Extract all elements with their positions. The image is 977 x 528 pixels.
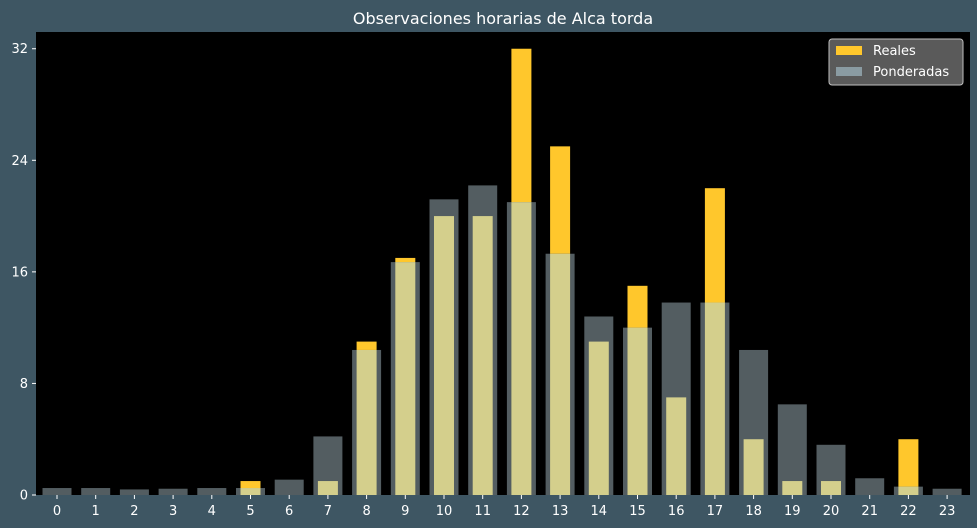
x-tick-label-8: 8 <box>362 504 370 519</box>
x-tick-label-0: 0 <box>53 504 61 519</box>
bar-reales-overlap-13 <box>550 253 571 495</box>
bars-layer <box>42 48 962 495</box>
legend-swatch-ponderadas <box>836 67 862 76</box>
x-tick-label-5: 5 <box>246 504 254 519</box>
bar-reales-12 <box>511 48 532 203</box>
x-tick-label-2: 2 <box>130 504 138 519</box>
bar-reales-14 <box>588 341 609 495</box>
plot-area <box>36 32 970 495</box>
x-tick-label-7: 7 <box>324 504 332 519</box>
bar-reales-8 <box>356 341 377 350</box>
legend-label-reales: Reales <box>873 44 916 59</box>
bar-ponderadas-1 <box>81 488 111 495</box>
bar-ponderadas-2 <box>119 489 149 495</box>
x-tick-label-9: 9 <box>401 504 409 519</box>
x-tick-label-12: 12 <box>513 504 530 519</box>
bar-ponderadas-6 <box>274 479 304 495</box>
bar-reales-overlap-17 <box>704 302 725 495</box>
legend-swatch-reales <box>836 46 862 55</box>
bar-reales-overlap-15 <box>627 327 648 495</box>
x-tick-label-20: 20 <box>823 504 840 519</box>
bar-reales-10 <box>434 216 454 495</box>
bar-reales-7 <box>317 481 338 495</box>
bar-reales-11 <box>472 216 493 495</box>
y-tick-label-8: 8 <box>20 377 28 392</box>
bar-reales-5 <box>240 481 261 489</box>
bar-reales-22 <box>898 439 919 487</box>
x-tick-label-1: 1 <box>92 504 100 519</box>
bar-ponderadas-4 <box>197 488 227 495</box>
x-tick-label-3: 3 <box>169 504 177 519</box>
chart-title: Observaciones horarias de Alca torda <box>353 9 653 28</box>
y-tick-label-16: 16 <box>11 265 28 280</box>
x-tick-label-10: 10 <box>436 504 453 519</box>
bar-reales-17 <box>704 188 725 303</box>
bar-reales-overlap-12 <box>511 202 532 495</box>
y-tick-label-0: 0 <box>20 489 28 504</box>
y-tick-label-32: 32 <box>11 42 28 57</box>
x-tick-label-17: 17 <box>707 504 724 519</box>
bar-ponderadas-23 <box>932 488 962 495</box>
bar-reales-13 <box>550 146 571 254</box>
bar-ponderadas-19 <box>777 404 807 495</box>
x-tick-label-14: 14 <box>591 504 608 519</box>
legend-label-ponderadas: Ponderadas <box>873 65 949 80</box>
bar-reales-overlap-22 <box>898 486 919 495</box>
x-tick-label-11: 11 <box>474 504 491 519</box>
bar-ponderadas-0 <box>42 488 72 495</box>
x-tick-label-19: 19 <box>784 504 801 519</box>
x-tick-label-23: 23 <box>939 504 956 519</box>
bar-reales-overlap-8 <box>356 349 377 495</box>
x-tick-label-6: 6 <box>285 504 293 519</box>
bar-reales-9 <box>395 257 416 263</box>
x-tick-label-22: 22 <box>900 504 917 519</box>
legend-box <box>828 38 964 86</box>
x-tick-label-18: 18 <box>745 504 762 519</box>
x-tick-label-13: 13 <box>552 504 569 519</box>
bar-reales-19 <box>782 481 803 495</box>
bar-reales-20 <box>821 481 841 495</box>
x-tick-label-16: 16 <box>668 504 685 519</box>
bar-reales-15 <box>627 285 648 328</box>
bar-reales-18 <box>743 439 764 495</box>
bar-reales-overlap-9 <box>395 262 416 495</box>
y-tick-label-24: 24 <box>11 154 28 169</box>
bar-ponderadas-3 <box>158 488 188 495</box>
bar-reales-overlap-5 <box>240 488 261 495</box>
x-tick-label-21: 21 <box>861 504 878 519</box>
bar-ponderadas-21 <box>855 478 885 495</box>
bar-reales-16 <box>666 397 687 495</box>
x-tick-label-15: 15 <box>629 504 646 519</box>
legend: Reales Ponderadas <box>828 38 964 86</box>
x-tick-label-4: 4 <box>208 504 216 519</box>
